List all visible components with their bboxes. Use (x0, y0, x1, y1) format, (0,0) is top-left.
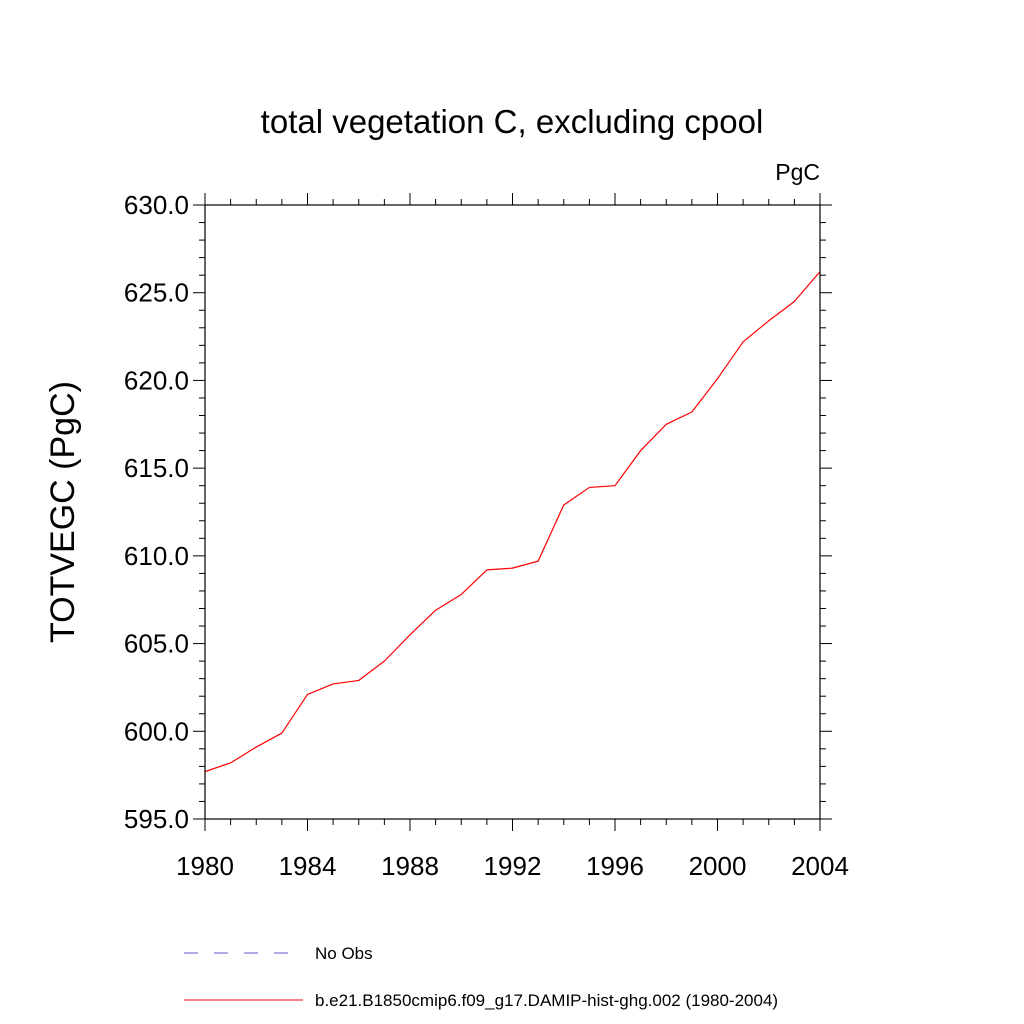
y-tick-label: 605.0 (124, 629, 189, 659)
y-tick-label: 615.0 (124, 453, 189, 483)
x-tick-label: 2000 (689, 851, 747, 881)
y-tick-label: 630.0 (124, 190, 189, 220)
plot-series (204, 271, 821, 773)
legend: No Obs b.e21.B1850cmip6.f09_g17.DAMIP-hi… (184, 944, 778, 1010)
legend-label-no-obs: No Obs (315, 944, 373, 963)
legend-label-series: b.e21.B1850cmip6.f09_g17.DAMIP-hist-ghg.… (315, 991, 778, 1010)
x-tick-label: 1992 (484, 851, 542, 881)
x-tick-label: 1980 (176, 851, 234, 881)
plot-frame (204, 204, 821, 820)
axis-ticks (193, 193, 832, 831)
x-tick-label: 1988 (381, 851, 439, 881)
x-tick-label: 1996 (586, 851, 644, 881)
axis-tick-labels: 1980 1984 1988 1992 1996 2000 2004 595.0 600.0 60… (124, 190, 849, 881)
y-tick-label: 620.0 (124, 365, 189, 395)
y-tick-label: 610.0 (124, 541, 189, 571)
series-line (204, 271, 821, 773)
x-tick-label: 2004 (791, 851, 849, 881)
chart-title: total vegetation C, excluding cpool (261, 103, 764, 140)
y-axis-label: TOTVEGC (PgC) (44, 381, 82, 643)
y-tick-label: 600.0 (124, 716, 189, 746)
units-label: PgC (775, 159, 820, 185)
y-tick-label: 625.0 (124, 278, 189, 308)
y-tick-label: 595.0 (124, 804, 189, 834)
x-tick-label: 1984 (279, 851, 337, 881)
